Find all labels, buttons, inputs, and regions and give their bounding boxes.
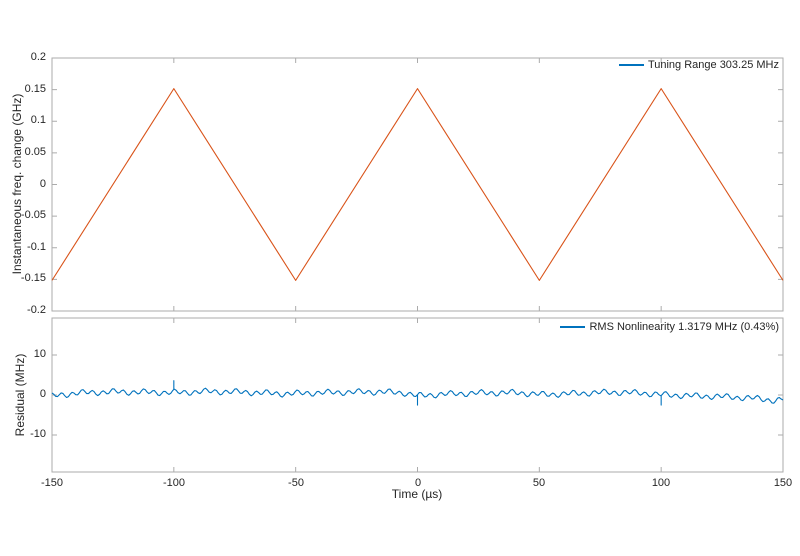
legend-top: Tuning Range 303.25 MHz: [618, 58, 779, 72]
x-tick-label: -100: [162, 477, 186, 489]
x-tick-label: 50: [532, 477, 546, 489]
legend-label: RMS Nonlinearity 1.3179 MHz (0.43%): [589, 321, 779, 333]
y-tick-label: -0.15: [20, 272, 46, 284]
y-tick-label: -0.1: [27, 241, 46, 253]
y-tick-label: -10: [30, 428, 46, 440]
x-tick-label: -50: [288, 477, 304, 489]
y-tick-label: -0.05: [20, 209, 46, 221]
legend-line-sample-icon: [560, 326, 586, 328]
y-tick-label: 0: [39, 178, 46, 190]
y-tick-label: -0.2: [27, 304, 46, 316]
y-tick-label: 0.2: [30, 51, 46, 63]
y-tick-label: 0.15: [24, 83, 46, 95]
y-axis-title-top: Instantaneous freq. change (GHz): [10, 93, 24, 275]
x-tick-label: -150: [40, 477, 64, 489]
x-tick-label: 0: [414, 477, 422, 489]
y-tick-label: 0.05: [24, 146, 46, 158]
y-tick-label: 10: [33, 348, 46, 360]
legend-line-sample-icon: [618, 64, 644, 66]
x-axis-title: Time (µs): [391, 487, 443, 501]
y-tick-label: 0: [39, 388, 46, 400]
x-tick-label: 100: [651, 477, 671, 489]
x-tick-label: 150: [773, 477, 793, 489]
y-tick-label: 0.1: [30, 114, 46, 126]
legend-bottom: RMS Nonlinearity 1.3179 MHz (0.43%): [560, 320, 779, 334]
legend-label: Tuning Range 303.25 MHz: [647, 59, 779, 71]
y-axis-title-bottom: Residual (MHz): [13, 353, 27, 437]
